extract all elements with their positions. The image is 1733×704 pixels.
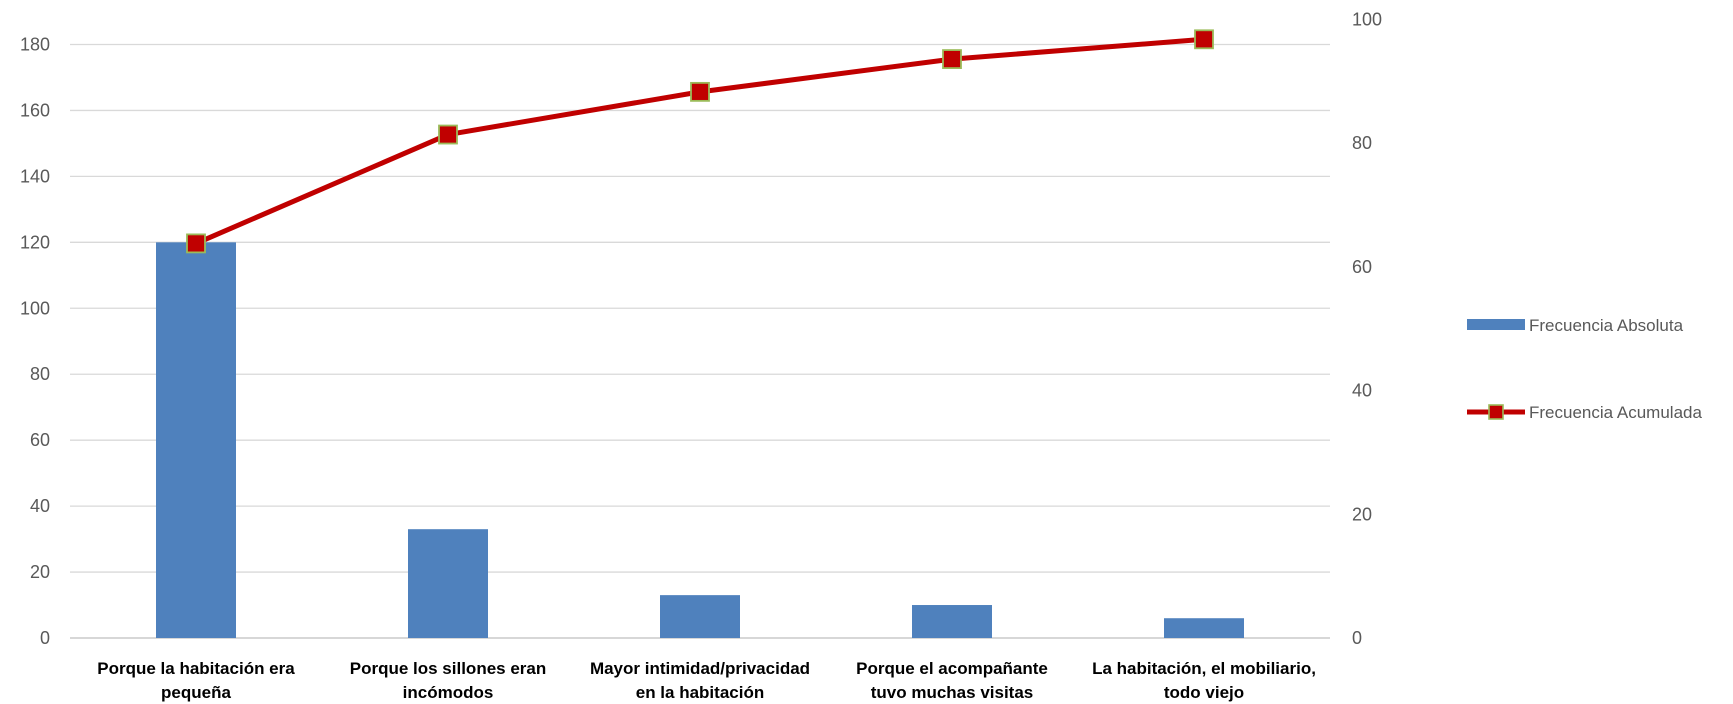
line-marker: [186, 233, 206, 254]
left-tick-label: 180: [20, 35, 50, 55]
category-label: La habitación, el mobiliario, todo viejo: [1092, 659, 1316, 702]
right-tick-label: 0: [1352, 628, 1362, 648]
line-marker: [942, 49, 962, 69]
left-tick-label: 160: [20, 100, 50, 120]
left-tick-label: 40: [30, 496, 50, 516]
legend-label-absoluta: Frecuencia Absoluta: [1529, 316, 1684, 335]
left-tick-label: 80: [30, 364, 50, 384]
right-tick-label: 80: [1352, 133, 1372, 153]
left-tick-label: 120: [20, 232, 50, 252]
right-tick-label: 20: [1352, 504, 1372, 524]
left-tick-label: 100: [20, 298, 50, 318]
gridlines: [70, 43, 1330, 639]
bar: [156, 242, 236, 639]
category-label: Porque los sillones eran incómodos: [350, 659, 547, 702]
line-marker: [438, 124, 458, 145]
line-marker: [690, 81, 710, 102]
legend-label-acumulada: Frecuencia Acumulada: [1529, 403, 1702, 422]
left-tick-label: 20: [30, 562, 50, 582]
category-label: Mayor intimidad/privacidad en la habitaci…: [590, 659, 810, 702]
line-series: [186, 29, 1214, 254]
cumulative-line: [195, 36, 1205, 246]
legend: Frecuencia Absoluta Frecuencia Acumulada: [1467, 316, 1702, 422]
right-tick-label: 100: [1352, 10, 1382, 30]
right-tick-label: 60: [1352, 257, 1372, 277]
left-tick-label: 0: [40, 628, 50, 648]
right-axis: 0 20 40 60 80 100: [1352, 10, 1382, 649]
bar: [408, 529, 488, 638]
left-axis: 0 20 40 60 80 100 120 140 160 180: [20, 35, 50, 649]
right-tick-label: 40: [1352, 381, 1372, 401]
line-marker: [1194, 29, 1214, 50]
legend-swatch-marker: [1488, 404, 1504, 420]
category-label: Porque el acompañante tuvo muchas visitas: [856, 659, 1048, 702]
bar-series: [156, 242, 1244, 639]
category-label: Porque la habitación era pequeña: [97, 659, 295, 702]
bar: [912, 605, 992, 638]
bar: [660, 595, 740, 638]
category-labels: Porque la habitación era pequeña Porque lo…: [97, 659, 1316, 702]
bar: [1164, 618, 1244, 638]
left-tick-label: 60: [30, 430, 50, 450]
left-tick-label: 140: [20, 166, 50, 186]
legend-swatch-bar: [1467, 319, 1525, 330]
